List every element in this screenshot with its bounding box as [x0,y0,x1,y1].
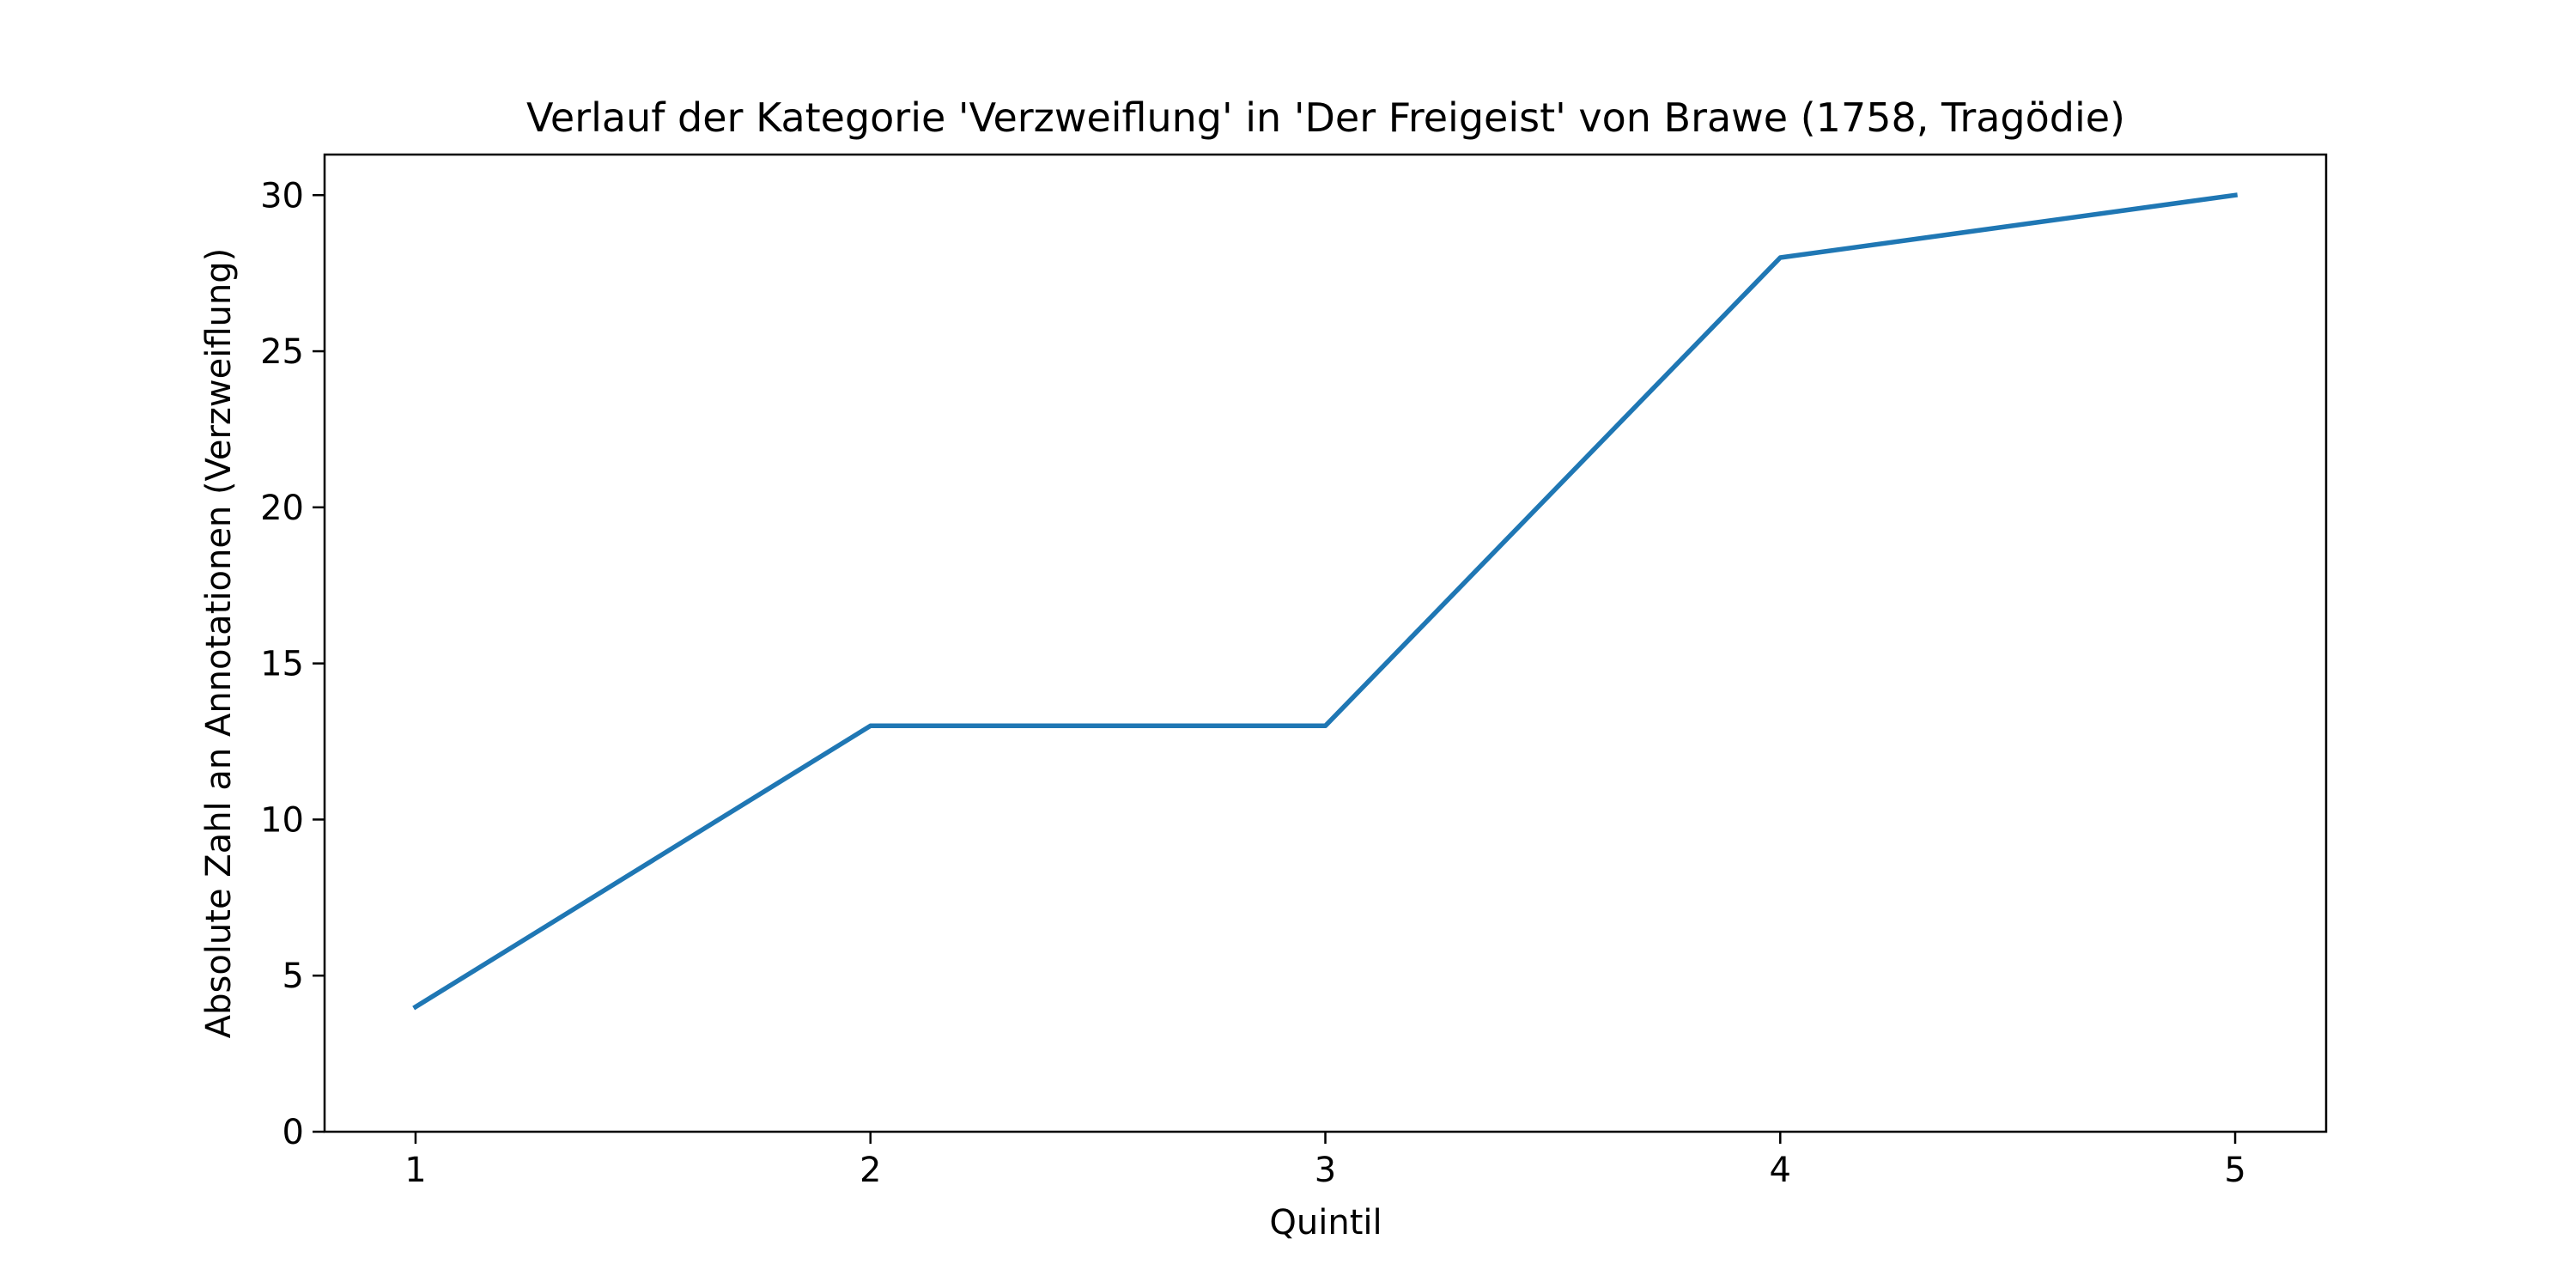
y-axis-ticks: 0 5 10 15 20 25 30 [260,176,325,1152]
x-tick-label: 1 [404,1151,426,1190]
x-axis-ticks: 1 2 3 4 5 [404,1132,2246,1190]
series-layer [412,192,2239,1011]
plot-frame [323,153,2328,1133]
y-tick-label: 10 [260,800,304,840]
y-tick-label: 5 [283,957,304,996]
chart-title: Verlauf der Kategorie 'Verzweiflung' in … [526,94,2125,141]
y-tick-label: 25 [260,332,304,372]
y-tick-label: 0 [283,1113,304,1152]
x-tick-label: 5 [2224,1151,2245,1190]
x-tick-label: 4 [1770,1151,1791,1190]
y-tick-label: 30 [260,176,304,216]
y-axis-label: Absolute Zahl an Annotationen (Verzweifl… [199,248,239,1039]
x-axis-label: Quintil [1269,1203,1382,1242]
x-tick-label: 3 [1315,1151,1336,1190]
y-tick-label: 15 [260,645,304,684]
x-tick-label: 2 [860,1151,881,1190]
series-line [412,192,2239,1011]
y-tick-label: 20 [260,489,304,528]
